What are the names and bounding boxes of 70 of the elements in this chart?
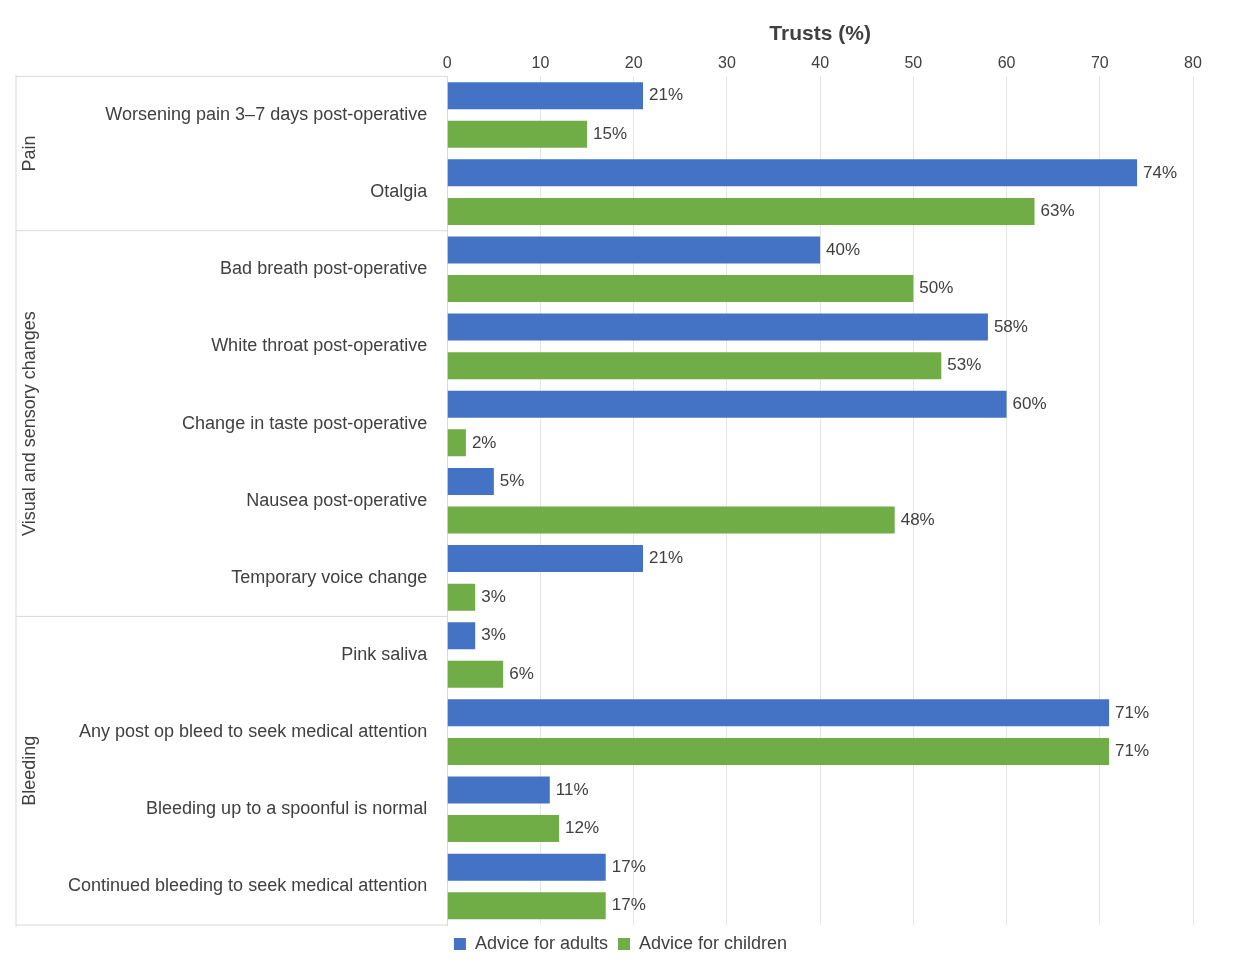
data-label: 74% <box>1143 162 1178 182</box>
bar <box>447 506 895 534</box>
data-label: 40% <box>826 239 861 259</box>
y-tick-label: Any post op bleed to seek medical attention <box>79 721 428 742</box>
y-tick-label: White throat post-operative <box>211 335 428 356</box>
x-tick-label: 80 <box>1184 54 1202 72</box>
y-tick-label: Worsening pain 3–7 days post-operative <box>105 103 428 124</box>
bar <box>447 82 644 110</box>
x-axis-title: Trusts (%) <box>769 21 871 45</box>
bar <box>447 583 476 611</box>
x-tick-label: 50 <box>904 54 923 72</box>
bar <box>447 159 1138 187</box>
bar <box>447 275 914 303</box>
text: Pain <box>18 135 39 172</box>
x-tick-label: 30 <box>718 54 736 72</box>
bar <box>447 660 504 688</box>
y-tick-label: Bleeding up to a spoonful is normal <box>146 798 428 819</box>
data-label: 48% <box>900 509 935 529</box>
bar <box>447 545 644 573</box>
data-label: 5% <box>499 471 525 491</box>
data-label: 6% <box>509 663 534 683</box>
bar <box>447 853 606 881</box>
data-label: 15% <box>593 123 628 143</box>
bar <box>447 622 476 650</box>
bar <box>447 776 550 804</box>
data-label: 17% <box>611 895 646 915</box>
x-tick-label: 10 <box>531 54 550 72</box>
bar <box>447 699 1110 727</box>
data-label: 3% <box>481 625 506 645</box>
data-label: 71% <box>1115 702 1150 722</box>
y-tick-label: Continued bleeding to seek medical attention <box>67 875 428 896</box>
data-label: 60% <box>1012 393 1047 413</box>
y-tick-label: Change in taste post-operative <box>182 412 428 433</box>
data-label: 12% <box>565 818 600 838</box>
bar <box>447 390 1007 418</box>
bar <box>447 197 1035 225</box>
data-label: 11% <box>555 779 589 799</box>
bar <box>447 815 560 843</box>
x-tick-label: 40 <box>811 54 830 72</box>
data-label: 63% <box>1040 201 1075 221</box>
bar <box>447 737 1110 765</box>
y-tick-label: Bad breath post-operative <box>220 258 428 279</box>
y-tick-label: Otalgia <box>370 181 429 202</box>
data-label: 21% <box>649 548 684 568</box>
text: Visual and sensory changes <box>18 311 39 536</box>
x-tick-label: 60 <box>997 54 1016 72</box>
legend-label: Advice for children <box>639 932 788 953</box>
bar <box>447 429 466 457</box>
data-label: 53% <box>947 355 982 375</box>
bar <box>447 352 942 380</box>
bar <box>447 467 494 495</box>
bar <box>447 313 988 341</box>
data-label: 50% <box>919 278 954 298</box>
x-tick-label: 0 <box>442 54 452 72</box>
x-tick-label: 70 <box>1090 54 1109 72</box>
y-tick-label: Temporary voice change <box>231 566 428 587</box>
y-tick-label: Nausea post-operative <box>246 489 428 510</box>
y-tick-label: Pink saliva <box>341 643 429 664</box>
data-label: 2% <box>471 432 497 452</box>
bar <box>447 892 606 920</box>
x-tick-label: 20 <box>624 54 643 72</box>
bar <box>447 120 588 148</box>
bar <box>447 236 821 264</box>
legend-label: Advice for adults <box>474 932 609 953</box>
data-label: 17% <box>611 856 646 876</box>
data-label: 58% <box>993 316 1028 336</box>
data-label: 71% <box>1115 741 1150 761</box>
text: Bleeding <box>18 735 39 806</box>
data-label: 21% <box>649 85 684 105</box>
data-label: 3% <box>481 586 506 606</box>
